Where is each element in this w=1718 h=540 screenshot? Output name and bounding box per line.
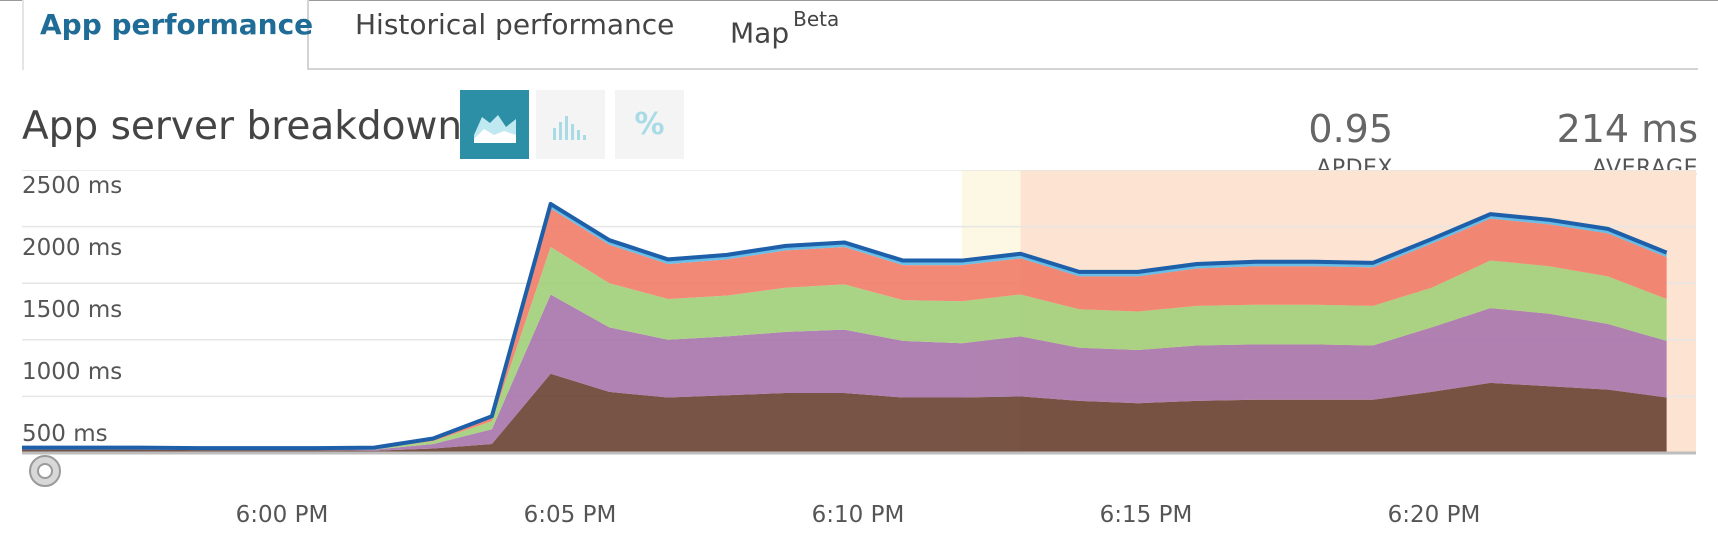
area-layer-lightblue xyxy=(22,203,1667,449)
x-tick-label: 6:05 PM xyxy=(524,502,617,528)
app-server-chart[interactable]: 2500 ms 2000 ms 1500 ms 1000 ms 500 ms 6… xyxy=(0,170,1718,540)
tab-map[interactable]: Map Beta xyxy=(730,0,839,70)
total-line xyxy=(22,201,1668,451)
area-chart-button[interactable] xyxy=(460,90,529,159)
y-axis: 2500 ms 2000 ms 1500 ms 1000 ms 500 ms xyxy=(22,173,122,447)
x-tick-label: 6:00 PM xyxy=(236,502,329,528)
area-layer-base xyxy=(22,373,1667,453)
area-layer-red xyxy=(22,208,1667,450)
bar-chart-button[interactable] xyxy=(536,90,605,159)
x-tick-label: 6:10 PM xyxy=(812,502,905,528)
y-tick-label: 500 ms xyxy=(22,421,108,447)
beta-badge: Beta xyxy=(793,7,840,31)
y-tick-label: 2500 ms xyxy=(22,173,122,199)
x-axis: 6:00 PM 6:05 PM 6:10 PM 6:15 PM 6:20 PM xyxy=(236,502,1481,528)
top-border xyxy=(0,0,1718,1)
drag-handle-inner xyxy=(37,463,53,479)
tab-bar-baseline xyxy=(22,68,1698,70)
tab-label: Historical performance xyxy=(355,8,675,41)
area-layer-green xyxy=(22,246,1667,450)
panel-title: App server breakdown xyxy=(22,104,463,149)
tab-bar: App performance Historical performance M… xyxy=(22,0,1698,70)
y-tick-label: 1000 ms xyxy=(22,359,122,385)
tab-app-performance[interactable]: App performance xyxy=(22,0,313,70)
y-tick-label: 2000 ms xyxy=(22,235,122,261)
apdex-value: 0.95 xyxy=(1308,107,1393,151)
tab-label: Map xyxy=(730,16,790,50)
average-value: 214 ms xyxy=(1556,107,1698,151)
drag-handle[interactable] xyxy=(29,455,61,487)
tab-label: App performance xyxy=(40,8,314,41)
tab-historical-performance[interactable]: Historical performance xyxy=(355,0,674,70)
stacked-areas xyxy=(22,201,1696,455)
x-tick-label: 6:15 PM xyxy=(1100,502,1193,528)
area-chart-icon xyxy=(473,114,516,143)
bar-chart-icon xyxy=(552,115,586,140)
percent-icon: % xyxy=(634,107,665,142)
percent-button[interactable]: % xyxy=(615,90,684,159)
x-tick-label: 6:20 PM xyxy=(1388,502,1481,528)
y-tick-label: 1500 ms xyxy=(22,297,122,323)
area-layer-purple xyxy=(22,294,1667,451)
